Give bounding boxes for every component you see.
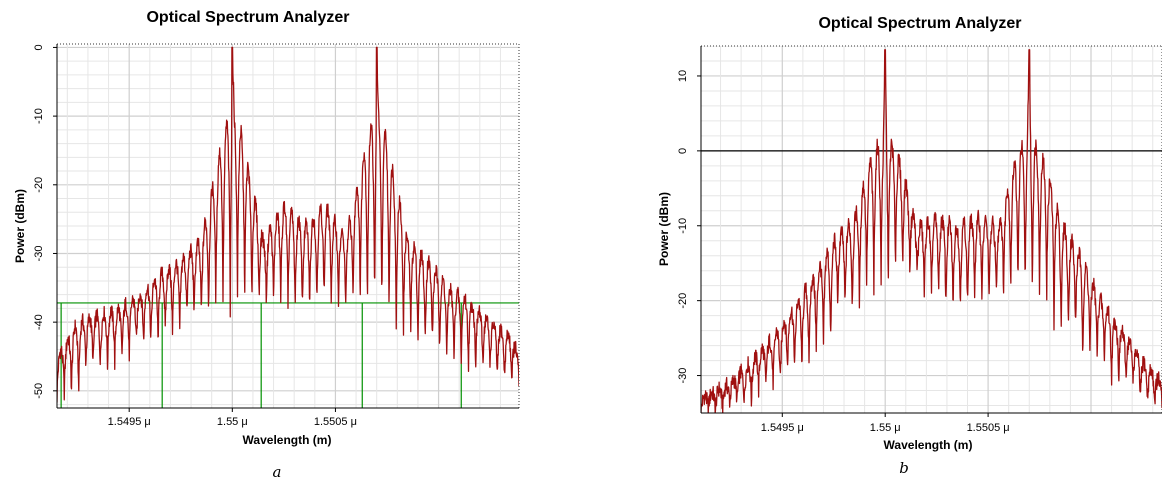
panel-b: Optical Spectrum Analyzer Power (dBm) Wa…	[657, 15, 1162, 477]
y-tick-label-a: -20	[33, 177, 45, 193]
spectrum-trace-a	[57, 46, 519, 403]
panel-a: Optical Spectrum Analyzer Power (dBm) Wa…	[13, 9, 520, 481]
grid-b	[701, 46, 1162, 413]
x-tick-label-a: 1.5495 μ	[108, 416, 151, 428]
grid-a	[57, 44, 519, 408]
plot-area-a: 0 -10 -20 -30 -40 -50 1.5495 μ 1.55 μ 1.5505 μ	[33, 43, 520, 428]
chart-a-xlabel: Wavelength (m)	[243, 433, 332, 447]
x-tick-label-b: 1.5495 μ	[761, 422, 804, 434]
y-tick-label-b: -30	[677, 368, 689, 384]
plot-area-b: 10 0 -10 -20 -30 1.5495 μ 1.55 μ 1.5505 μ	[677, 45, 1162, 434]
panel-a-caption: a	[273, 463, 282, 481]
y-tick-label-b: 0	[677, 148, 689, 154]
y-tick-label-a: -40	[33, 314, 45, 330]
spectrum-trace-b	[701, 49, 1162, 413]
x-tick-label-b: 1.55 μ	[870, 422, 901, 434]
y-tick-label-a: -10	[33, 108, 45, 124]
chart-b-ylabel: Power (dBm)	[657, 192, 671, 266]
y-tick-label-b: -20	[677, 293, 689, 309]
x-tick-label-a: 1.5505 μ	[314, 416, 357, 428]
chart-b-title: Optical Spectrum Analyzer	[818, 15, 1021, 32]
y-tick-label-a: -50	[33, 383, 45, 399]
x-tick-label-b: 1.5505 μ	[967, 422, 1010, 434]
y-tick-label-b: 10	[677, 70, 689, 82]
chart-b-xlabel: Wavelength (m)	[884, 438, 973, 452]
panel-b-caption: b	[899, 459, 909, 477]
x-tick-label-a: 1.55 μ	[217, 416, 248, 428]
y-tick-label-a: -30	[33, 246, 45, 262]
y-tick-label-b: -10	[677, 218, 689, 234]
chart-a-title: Optical Spectrum Analyzer	[146, 9, 349, 26]
y-tick-label-a: 0	[33, 44, 45, 50]
chart-a-ylabel: Power (dBm)	[13, 189, 27, 263]
